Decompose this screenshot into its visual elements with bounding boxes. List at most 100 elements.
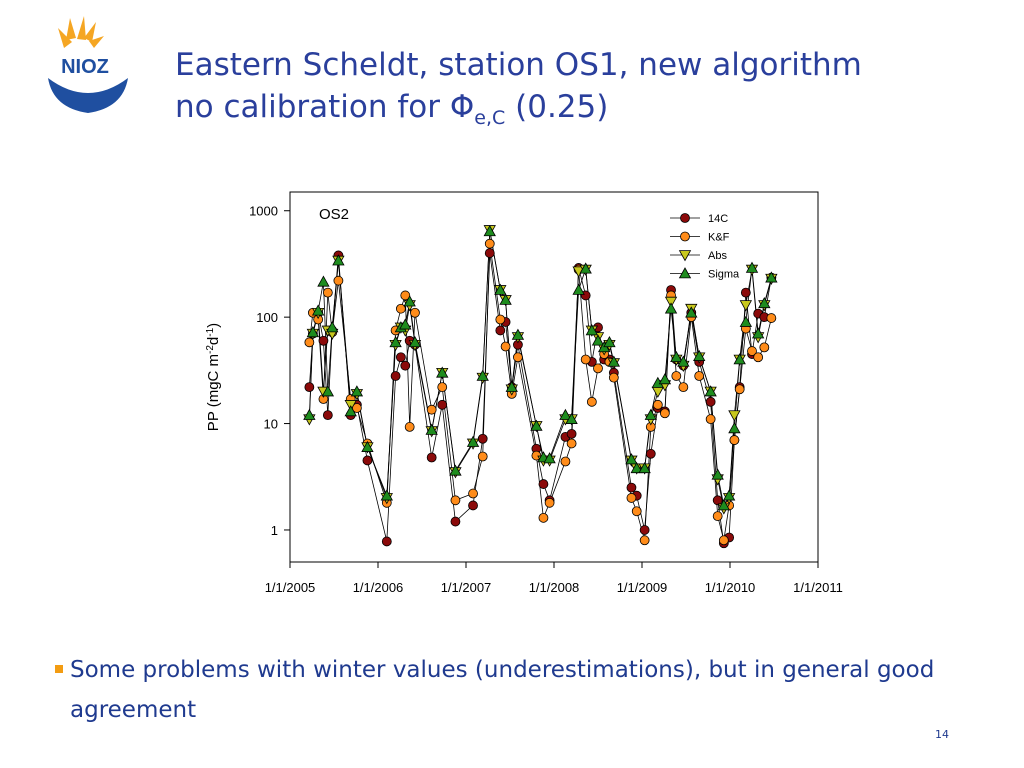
marker bbox=[603, 335, 616, 348]
marker bbox=[494, 283, 507, 295]
marker bbox=[651, 386, 665, 398]
marker bbox=[625, 453, 638, 465]
marker bbox=[566, 428, 577, 439]
title: Eastern Scheldt, station OS1, new algori… bbox=[175, 44, 862, 139]
marker bbox=[477, 451, 488, 462]
title-subscript: e,C bbox=[474, 107, 506, 130]
marker bbox=[630, 461, 643, 474]
x-tick-label: 1/1/2008 bbox=[529, 580, 580, 595]
marker bbox=[513, 352, 523, 363]
marker bbox=[705, 414, 716, 425]
marker bbox=[322, 410, 333, 421]
marker bbox=[659, 408, 670, 419]
marker bbox=[765, 271, 778, 283]
marker bbox=[579, 262, 592, 274]
marker bbox=[362, 455, 373, 466]
legend-label: 14C bbox=[708, 213, 728, 225]
marker bbox=[729, 435, 740, 445]
marker bbox=[477, 433, 488, 444]
marker bbox=[639, 525, 650, 535]
marker bbox=[712, 511, 723, 521]
marker bbox=[484, 248, 495, 258]
marker bbox=[739, 300, 753, 312]
marker bbox=[333, 275, 344, 286]
marker bbox=[626, 482, 637, 493]
marker bbox=[505, 380, 518, 392]
marker bbox=[530, 419, 543, 431]
marker bbox=[450, 495, 461, 506]
marker bbox=[591, 334, 605, 346]
marker bbox=[499, 293, 512, 305]
marker bbox=[318, 335, 329, 346]
plot-area bbox=[303, 225, 778, 549]
legend-marker bbox=[680, 213, 690, 223]
marker bbox=[671, 371, 682, 381]
logo: NIOZ bbox=[48, 16, 128, 113]
marker bbox=[476, 369, 489, 381]
marker bbox=[747, 346, 757, 356]
marker bbox=[739, 315, 753, 327]
marker bbox=[572, 283, 585, 295]
marker bbox=[538, 479, 549, 489]
marker bbox=[303, 408, 316, 420]
marker bbox=[449, 464, 462, 476]
marker bbox=[544, 497, 555, 508]
marker bbox=[652, 399, 663, 410]
legend-label: Abs bbox=[708, 250, 727, 262]
marker bbox=[717, 499, 731, 511]
marker bbox=[585, 324, 599, 336]
marker bbox=[404, 422, 415, 432]
x-tick-label: 1/1/2010 bbox=[705, 580, 756, 595]
marker bbox=[495, 325, 506, 336]
title-text: (0.25) bbox=[515, 89, 609, 125]
marker bbox=[466, 435, 480, 447]
marker bbox=[395, 352, 406, 363]
marker bbox=[304, 337, 315, 348]
marker bbox=[426, 404, 437, 415]
marker bbox=[560, 456, 571, 467]
marker bbox=[484, 238, 495, 249]
marker bbox=[381, 536, 392, 547]
marker bbox=[468, 500, 478, 511]
marker bbox=[436, 366, 449, 378]
x-tick-label: 1/1/2006 bbox=[353, 580, 404, 595]
legend-marker bbox=[680, 231, 690, 242]
marker bbox=[586, 396, 597, 407]
marker bbox=[685, 306, 698, 318]
marker bbox=[304, 382, 315, 393]
marker bbox=[607, 355, 621, 367]
series-line bbox=[309, 253, 772, 545]
annotation: OS2 bbox=[319, 206, 349, 223]
y-label-part: ) bbox=[205, 323, 222, 328]
series-line bbox=[309, 231, 772, 507]
marker bbox=[711, 468, 724, 480]
logo-flame bbox=[58, 16, 104, 48]
marker bbox=[728, 410, 741, 422]
marker bbox=[500, 341, 511, 352]
marker bbox=[450, 516, 461, 527]
page-number: 14 bbox=[935, 728, 949, 741]
y-label-sup: -1 bbox=[205, 327, 216, 336]
marker bbox=[559, 408, 572, 420]
title-line: Eastern Scheldt, station OS1, new algori… bbox=[175, 47, 862, 83]
legend-marker bbox=[678, 250, 692, 262]
marker bbox=[344, 405, 357, 417]
series-line bbox=[309, 243, 772, 541]
marker bbox=[437, 399, 448, 410]
marker bbox=[410, 307, 420, 318]
marker bbox=[745, 261, 759, 273]
title-line: no calibration for Φe,C (0.25) bbox=[175, 86, 862, 139]
marker bbox=[311, 304, 325, 316]
marker bbox=[664, 302, 678, 314]
marker bbox=[322, 287, 333, 298]
y-axis-label: PP (mgC m-2d-1) bbox=[205, 323, 223, 431]
marker bbox=[758, 296, 771, 309]
x-tick-label: 1/1/2009 bbox=[617, 580, 668, 595]
marker bbox=[399, 318, 412, 330]
marker bbox=[395, 303, 406, 314]
marker bbox=[678, 382, 689, 393]
marker bbox=[705, 396, 716, 407]
marker bbox=[565, 412, 578, 424]
marker bbox=[722, 489, 736, 501]
